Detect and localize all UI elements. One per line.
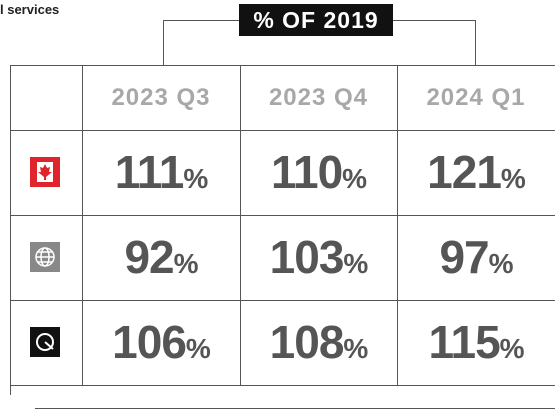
- cell-value: 111: [114, 146, 185, 198]
- grid-line: [10, 65, 555, 66]
- bracket: [475, 20, 476, 65]
- cell-unit: %: [173, 248, 199, 279]
- cell-unit: %: [488, 248, 514, 279]
- cell-value: 92: [124, 231, 174, 283]
- grid-line: [10, 215, 555, 216]
- grid-line: [10, 385, 555, 386]
- cell: 111%: [82, 130, 240, 215]
- cell: 121%: [397, 130, 555, 215]
- cell-value: 121: [427, 146, 502, 198]
- title: % OF 2019: [239, 4, 393, 36]
- grid-line: [397, 65, 398, 385]
- cell: 115%: [397, 300, 555, 385]
- canada-icon: [30, 157, 60, 187]
- column-header: 2024 Q1: [426, 84, 526, 111]
- cell: 108%: [240, 300, 397, 385]
- bracket: [393, 20, 475, 21]
- grid-line: [10, 130, 555, 131]
- grid-line: [10, 300, 555, 301]
- column-header: 2023 Q4: [268, 84, 369, 111]
- cell-unit: %: [342, 163, 367, 194]
- cell: 103%: [240, 215, 397, 300]
- cell-unit: %: [343, 248, 368, 279]
- cell-unit: %: [183, 163, 208, 194]
- grid-line: [35, 408, 555, 409]
- q-icon: [30, 327, 60, 357]
- cell-value: 103: [269, 231, 345, 283]
- cell: 110%: [240, 130, 397, 215]
- cell-value: 108: [269, 316, 345, 368]
- globe-icon: [30, 242, 60, 272]
- bracket: [163, 20, 239, 21]
- cell: 106%: [82, 300, 240, 385]
- column-header: 2023 Q3: [111, 84, 211, 111]
- cell-unit: %: [343, 333, 368, 364]
- cell-unit: %: [185, 333, 211, 364]
- cell: 92%: [82, 215, 240, 300]
- cell-unit: %: [499, 333, 525, 364]
- cell-value: 115: [428, 316, 500, 368]
- subtitle: l services: [0, 2, 60, 17]
- bracket: [163, 20, 164, 65]
- cell: 97%: [397, 215, 555, 300]
- grid-line: [240, 65, 241, 385]
- cell-unit: %: [500, 163, 526, 194]
- cell-value: 97: [439, 231, 489, 283]
- grid-line: [82, 65, 83, 385]
- cell-value: 106: [112, 316, 187, 368]
- grid-line: [10, 65, 11, 395]
- cell-value: 110: [270, 146, 343, 198]
